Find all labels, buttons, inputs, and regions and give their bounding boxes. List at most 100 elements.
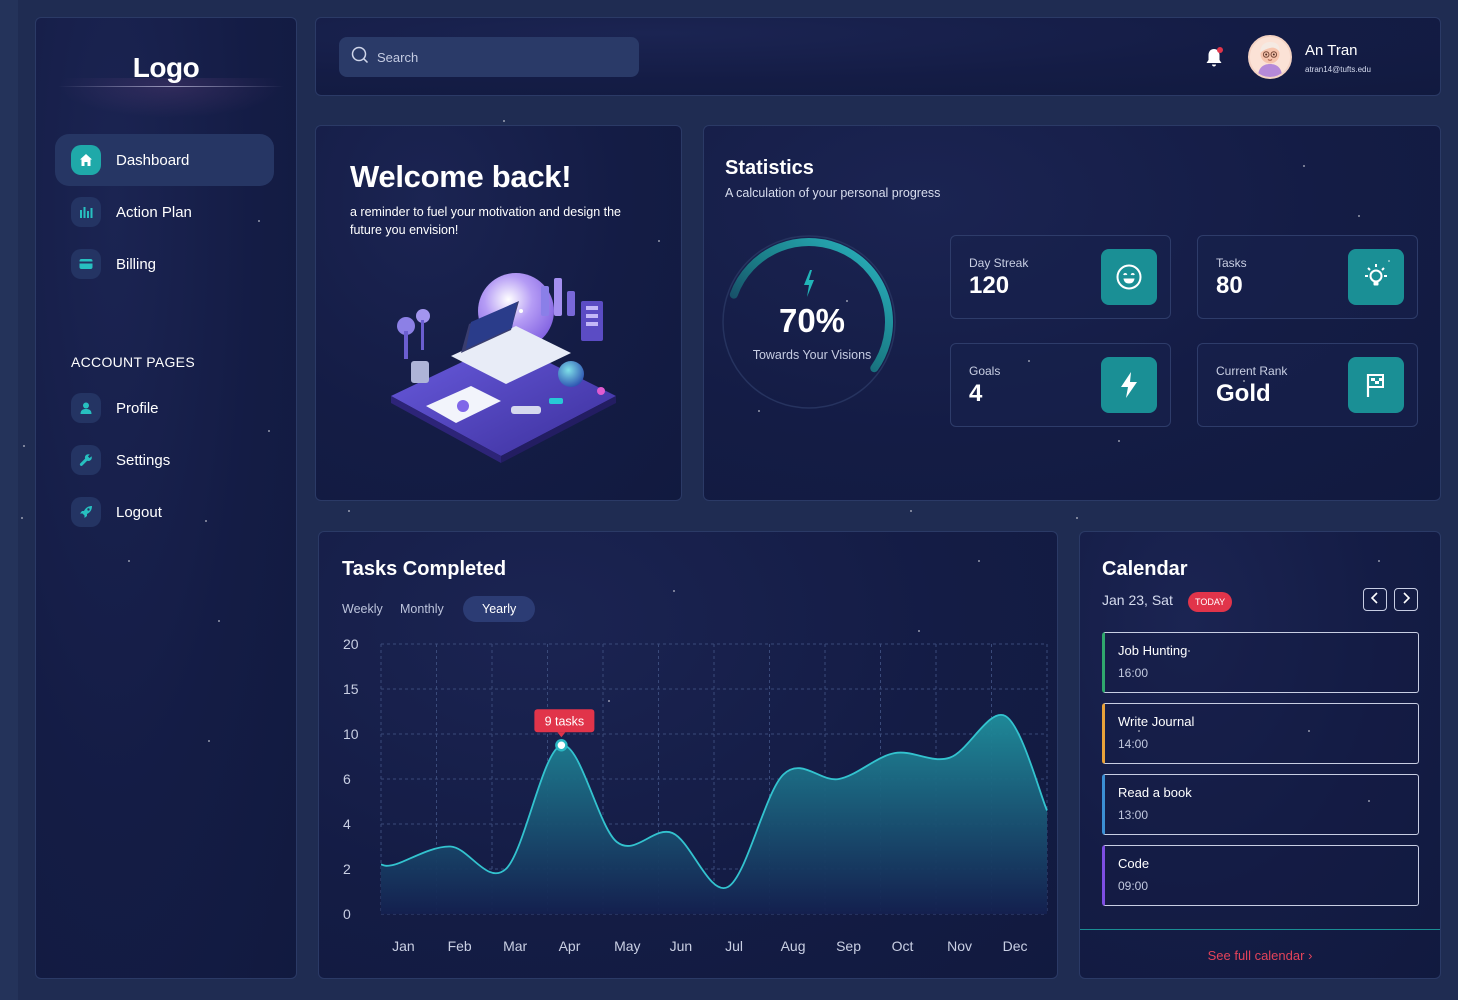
- account-pages-heading: ACCOUNT PAGES: [71, 354, 195, 370]
- x-tick-label: Mar: [503, 938, 527, 954]
- calendar-event[interactable]: Write Journal 14:00: [1102, 703, 1419, 764]
- tooltip-box: [534, 709, 595, 733]
- event-title: Read a book: [1118, 785, 1192, 800]
- top-bar: An Tran atran14@tufts.edu: [315, 17, 1441, 96]
- decorative-star: [910, 510, 912, 512]
- sidebar-item-dashboard[interactable]: Dashboard: [55, 134, 274, 186]
- event-time: 16:00: [1118, 666, 1149, 680]
- sidebar-item-label: Logout: [116, 503, 162, 521]
- sidebar-item-label: Billing: [116, 255, 157, 273]
- stat-label: Day Streak: [969, 256, 1029, 270]
- tab-yearly[interactable]: Yearly: [463, 596, 536, 622]
- calendar-card: Calendar Jan 23, Sat TODAY Job Hunting 1…: [1079, 531, 1441, 979]
- welcome-title: Welcome back!: [350, 159, 572, 194]
- decorative-star: [658, 240, 660, 242]
- tab-weekly[interactable]: Weekly: [342, 602, 383, 616]
- decorative-star: [21, 517, 23, 519]
- calendar-title: Calendar: [1102, 558, 1188, 580]
- decorative-star: [348, 510, 350, 512]
- progress-gauge: [722, 235, 896, 409]
- chevron-left-icon: [1370, 591, 1380, 609]
- today-badge[interactable]: TODAY: [1188, 592, 1233, 612]
- logo-glow: [58, 78, 284, 118]
- welcome-card: Welcome back! a reminder to fuel your mo…: [315, 125, 682, 501]
- statistics-subtitle: A calculation of your personal progress: [725, 186, 941, 200]
- sidebar-item-logout[interactable]: Logout: [55, 486, 274, 538]
- x-tick-label: Sep: [836, 938, 861, 954]
- event-time: 13:00: [1118, 808, 1149, 822]
- statistics-card: Statistics A calculation of your persona…: [703, 125, 1441, 501]
- sidebar-item-settings[interactable]: Settings: [55, 434, 274, 486]
- sidebar-item-action-plan[interactable]: Action Plan: [55, 186, 274, 238]
- x-tick-label: Nov: [947, 938, 972, 954]
- x-tick-label: Jul: [725, 938, 743, 954]
- sidebar-item-billing[interactable]: Billing: [55, 238, 274, 290]
- sidebar-item-label: Dashboard: [116, 151, 190, 169]
- logo[interactable]: Logo: [132, 52, 200, 83]
- event-time: 14:00: [1118, 737, 1149, 751]
- decorative-star: [1076, 517, 1078, 519]
- notification-bell-icon[interactable]: [1204, 46, 1226, 70]
- decorative-star: [503, 120, 505, 122]
- lightbulb-icon: [1348, 249, 1404, 305]
- decorative-star: [1388, 260, 1390, 262]
- y-tick-label: 4: [343, 816, 351, 832]
- decorative-star: [128, 560, 130, 562]
- highlight-point[interactable]: [555, 739, 568, 752]
- statistics-title: Statistics: [725, 157, 814, 179]
- decorative-star: [1188, 650, 1190, 652]
- stat-label: Goals: [969, 364, 1001, 378]
- event-title: Code: [1118, 856, 1150, 871]
- wrench-icon: [71, 445, 101, 475]
- flag-icon: [1348, 357, 1404, 413]
- calendar-event[interactable]: Job Hunting 16:00: [1102, 632, 1419, 693]
- x-tick-label: Jun: [670, 938, 693, 954]
- sidebar-item-label: Profile: [116, 399, 159, 417]
- tooltip-pointer: [557, 732, 566, 738]
- search-box[interactable]: [339, 37, 639, 77]
- stat-card-day-streak: Day Streak 120: [950, 235, 1171, 319]
- tasks-completed-card: 0 2 4 6 10 15 20 Jan Feb Mar Apr May Jun Jul Aug Sep Oc…: [318, 531, 1058, 979]
- decorative-star: [918, 630, 920, 632]
- stat-label: Tasks: [1216, 256, 1247, 270]
- y-tick-label: 10: [343, 726, 359, 742]
- sidebar-item-label: Action Plan: [116, 203, 192, 221]
- search-input[interactable]: [377, 49, 617, 65]
- calendar-event[interactable]: Code 09:00: [1102, 845, 1419, 906]
- see-full-calendar-label: See full calendar: [1207, 948, 1305, 963]
- decorative-star: [608, 700, 610, 702]
- stat-value: 120: [969, 272, 1010, 299]
- logo-divider: [58, 86, 284, 87]
- next-button[interactable]: [1394, 588, 1418, 611]
- rocket-icon: [71, 497, 101, 527]
- x-tick-label: Apr: [559, 938, 581, 954]
- progress-label: Towards Your Visions: [752, 348, 872, 362]
- lightning-icon: [804, 270, 814, 297]
- avatar[interactable]: [1248, 35, 1292, 79]
- calendar-event[interactable]: Read a book 13:00: [1102, 774, 1419, 835]
- event-title: Write Journal: [1118, 714, 1195, 729]
- y-tick-label: 6: [343, 771, 351, 787]
- sidebar-item-profile[interactable]: Profile: [55, 382, 274, 434]
- tasks-title: Tasks Completed: [342, 558, 507, 580]
- x-tick-label: Dec: [1003, 938, 1028, 954]
- see-full-calendar-link[interactable]: See full calendar ›: [1080, 948, 1440, 963]
- previous-button[interactable]: [1363, 588, 1387, 611]
- decorative-star: [1378, 560, 1380, 562]
- stat-label: Current Rank: [1216, 364, 1288, 378]
- area-line: [380, 713, 1048, 889]
- decorative-star: [1358, 215, 1360, 217]
- decorative-star: [578, 210, 580, 212]
- tab-monthly[interactable]: Monthly: [400, 602, 444, 616]
- stat-card-current-rank: Current Rank Gold: [1197, 343, 1418, 427]
- progress-value: 70%: [778, 302, 846, 339]
- credit-card-icon: [71, 249, 101, 279]
- calendar-footer-divider: [1080, 929, 1440, 930]
- x-tick-label: Aug: [781, 938, 806, 954]
- y-tick-label: 20: [343, 636, 359, 652]
- decorative-star: [978, 560, 980, 562]
- y-tick-label: 0: [343, 906, 351, 922]
- decorative-star: [1303, 165, 1305, 167]
- x-tick-label: Oct: [892, 938, 914, 954]
- decorative-star: [218, 620, 220, 622]
